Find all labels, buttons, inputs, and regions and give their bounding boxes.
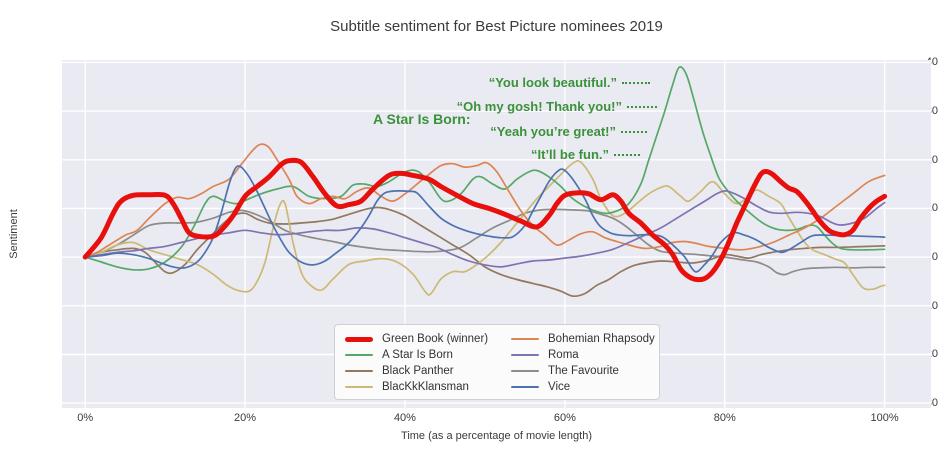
annotation-quote-2: “Oh my gosh! Thank you!” [457,99,657,114]
legend-label-roma: Roma [548,349,579,361]
legend-label-bohemian-rhapsody: Bohemian Rhapsody [548,333,655,345]
legend-swatch-roma-icon [511,354,539,356]
x-tick-20%: 20% [234,412,257,424]
dotted-leader-icon [614,153,640,156]
legend-item-bohemian-rhapsody: Bohemian Rhapsody [511,331,655,347]
series-line-green-book [82,157,888,283]
dotted-leader-icon [621,130,647,133]
x-tick-80%: 80% [713,412,736,424]
x-tick-40%: 40% [393,412,416,424]
chart-title: Subtitle sentiment for Best Picture nomi… [330,18,663,35]
legend-label-the-favourite: The Favourite [548,365,619,377]
legend-item-black-panther: Black Panther [345,363,511,379]
annotation-quote-3-text: “Yeah you’re great!” [490,124,616,139]
series-line-roma [84,190,886,268]
annotation-quote-1: “You look beautiful.” [489,75,650,90]
annotation-quote-4: “It’ll be fun.” [531,147,640,162]
legend-swatch-green-book-icon [345,336,373,342]
series-line-black-panther [84,206,886,298]
legend: Green Book (winner) A Star Is Born Black P… [334,324,660,400]
legend-swatch-a-star-is-born-icon [345,354,373,356]
y-axis-label: Sentiment [8,209,20,259]
legend-item-blackkklansman: BlacKkKlansman [345,379,511,395]
dotted-leader-icon [627,105,657,108]
x-axis-label: Time (as a percentage of movie length) [401,430,592,442]
annotation-quote-1-text: “You look beautiful.” [488,75,617,90]
annotation-quote-4-text: “It’ll be fun.” [531,147,609,162]
chart-canvas [62,60,931,408]
dotted-leader-icon [622,81,650,84]
legend-label-green-book: Green Book (winner) [382,333,489,345]
legend-column-2: Bohemian Rhapsody Roma The Favourite Vice [511,331,655,395]
legend-label-vice: Vice [548,381,571,393]
legend-column-1: Green Book (winner) A Star Is Born Black P… [345,331,511,395]
legend-label-black-panther: Black Panther [382,365,454,377]
legend-swatch-the-favourite-icon [511,370,539,372]
legend-item-vice: Vice [511,379,651,395]
x-tick-60%: 60% [553,412,576,424]
annotation-quote-2-text: “Oh my gosh! Thank you!” [456,99,622,114]
legend-swatch-black-panther-icon [345,370,373,372]
plot-area: A Star Is Born: “You look beautiful.” “O… [62,60,931,408]
legend-item-a-star-is-born: A Star Is Born [345,347,511,363]
series-line-the-favourite [84,208,886,276]
legend-item-the-favourite: The Favourite [511,363,651,379]
legend-swatch-vice-icon [511,386,539,388]
legend-swatch-blackkklansman-icon [345,386,373,388]
x-tick-100%: 100% [870,412,899,424]
annotation-quote-3: “Yeah you’re great!” [490,124,647,139]
legend-item-roma: Roma [511,347,651,363]
y-tick-0: 0 [931,251,938,264]
x-tick-0%: 0% [77,412,94,424]
series-line-bohemian-rhapsody [84,143,886,258]
series-line-blackkklansman [84,159,886,296]
annotation-movie-label: A Star Is Born: [373,111,471,127]
legend-item-green-book: Green Book (winner) [345,331,511,347]
legend-label-blackkklansman: BlacKkKlansman [382,381,469,393]
series-line-vice [84,165,886,273]
legend-swatch-bohemian-rhapsody-icon [511,338,539,340]
legend-label-a-star-is-born: A Star Is Born [382,349,453,361]
